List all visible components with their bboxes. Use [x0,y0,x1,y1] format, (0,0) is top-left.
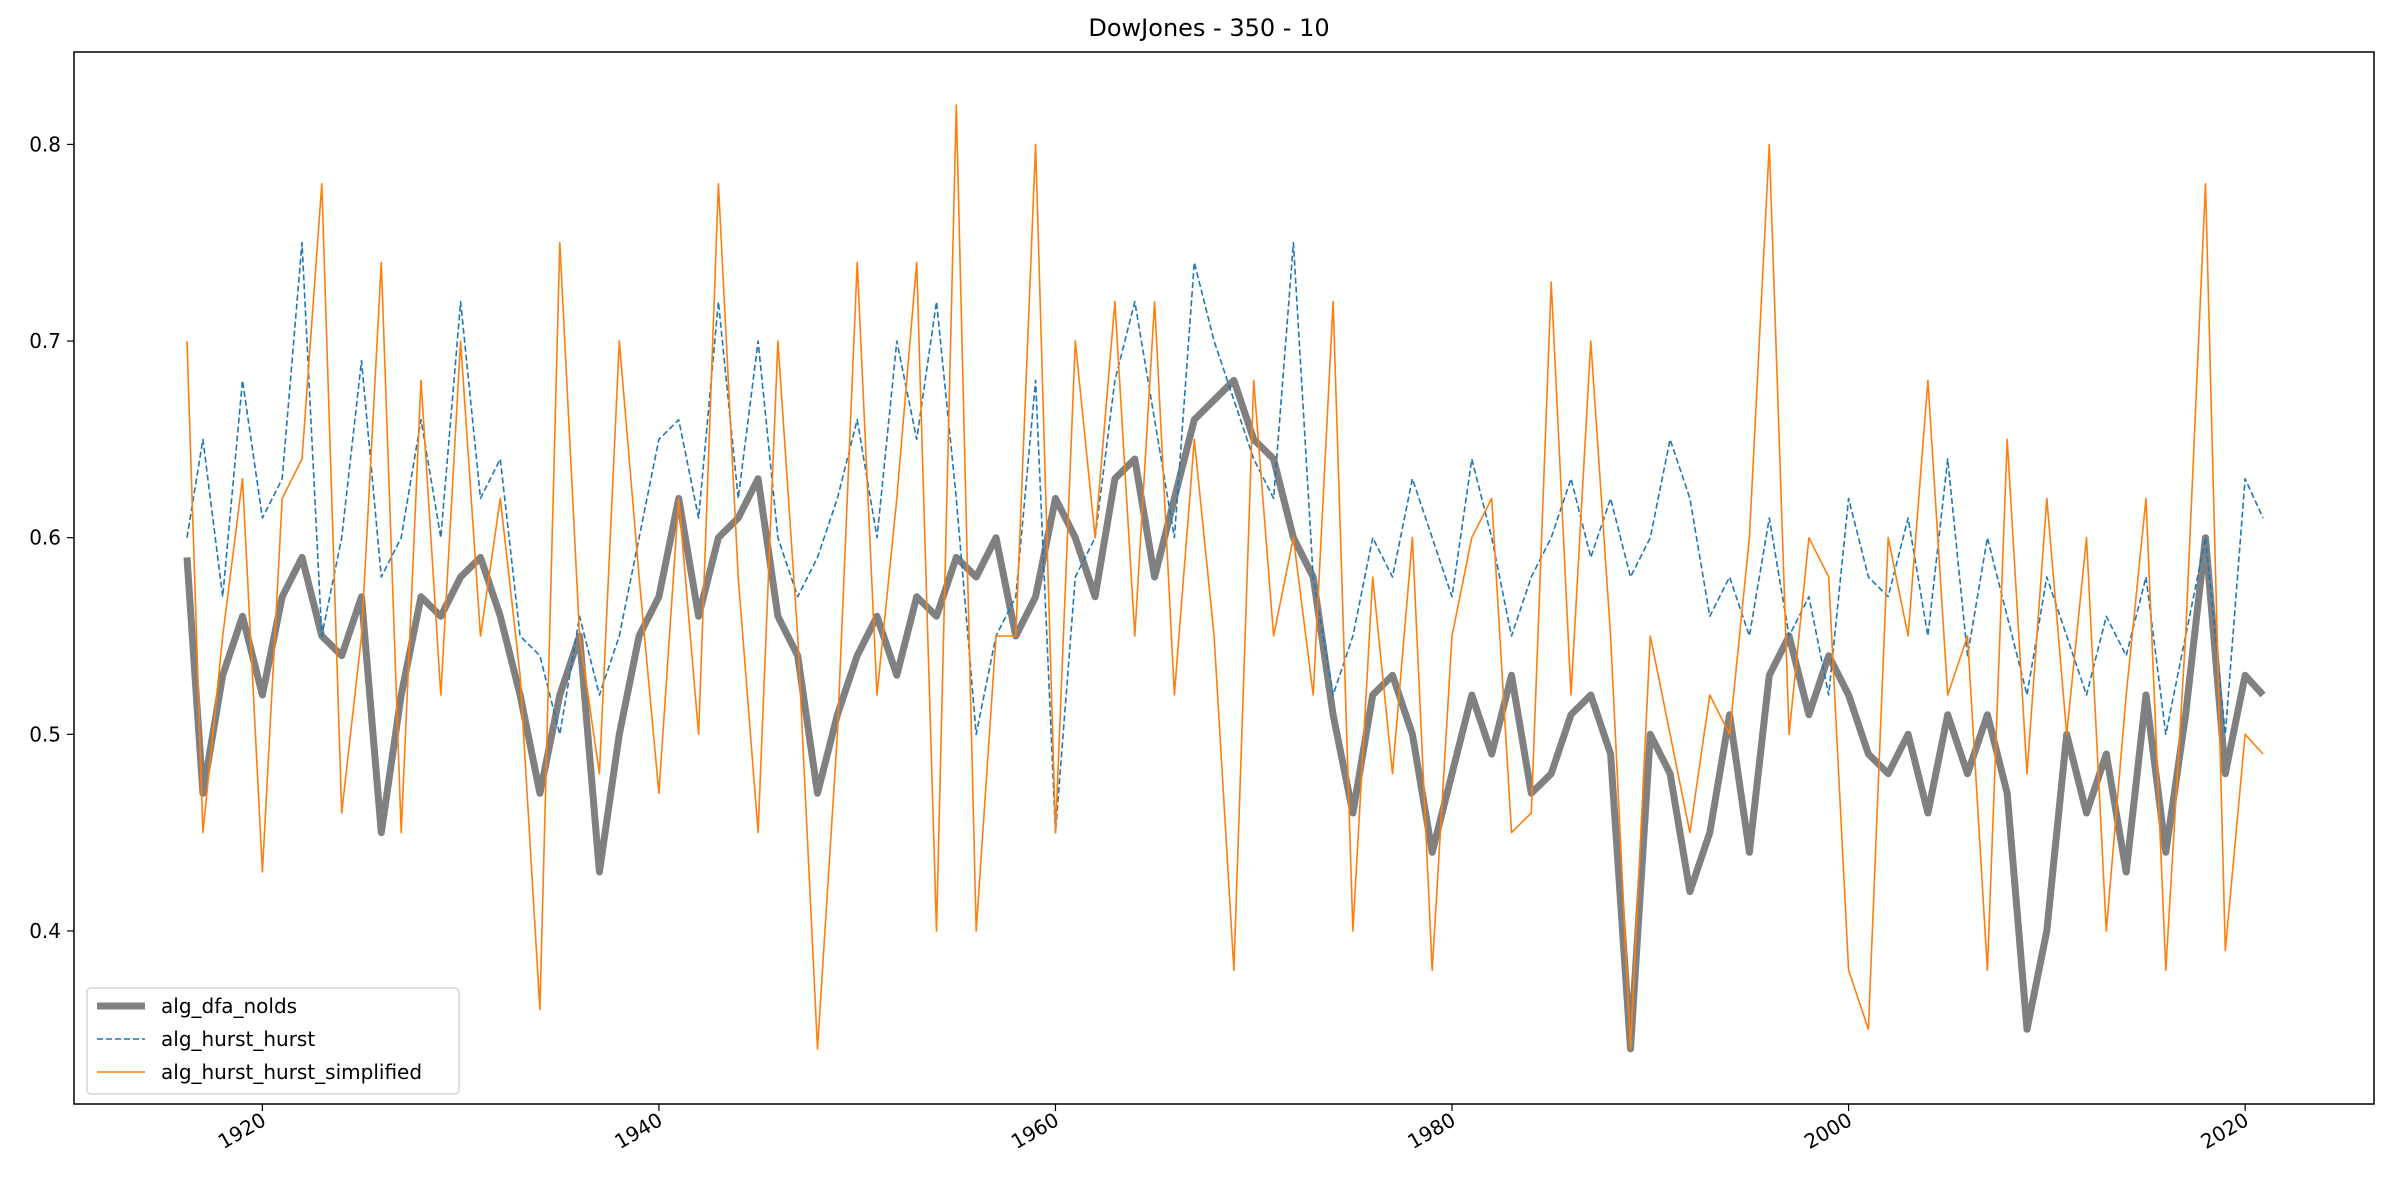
legend-label: alg_dfa_nolds [161,994,297,1018]
y-tick-label: 0.7 [29,329,61,353]
y-axis: 0.4 0.5 0.6 0.7 0.8 [29,132,74,943]
legend-label: alg_hurst_hurst_simplified [161,1060,422,1084]
y-tick-label: 0.4 [29,919,61,943]
series-line-alg-hurst-hurst-simplified [186,104,2264,1050]
series-line-alg-hurst-hurst [186,241,2264,834]
series-line-alg-dfa-nolds [183,376,2266,1053]
legend: alg_dfa_nolds alg_hurst_hurst alg_hurst_hu… [86,987,460,1095]
legend-box [86,987,460,1095]
y-tick-label: 0.6 [29,526,61,550]
chart-title: DowJones - 350 - 10 [1088,14,1329,42]
series-layer [183,104,2266,1053]
y-tick-label: 0.5 [29,722,61,746]
legend-label: alg_hurst_hurst [161,1027,315,1051]
plot-frame [73,51,2375,1105]
y-tick-label: 0.8 [29,132,61,156]
